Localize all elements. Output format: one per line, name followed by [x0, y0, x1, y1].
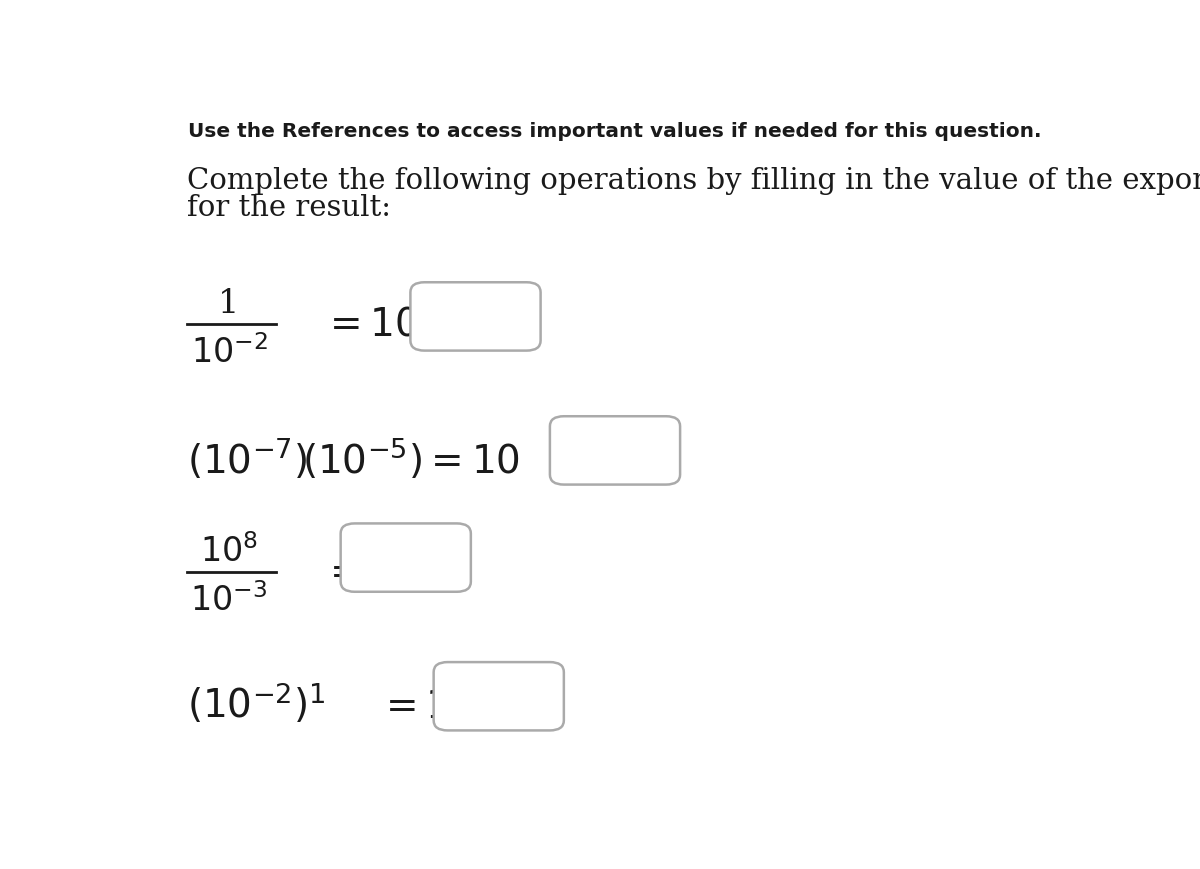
FancyBboxPatch shape: [410, 283, 540, 351]
FancyBboxPatch shape: [433, 662, 564, 731]
Text: $\left(10^{-2}\right)^{1}$: $\left(10^{-2}\right)^{1}$: [187, 680, 325, 726]
Text: $10^{-2}$: $10^{-2}$: [191, 335, 268, 369]
Text: Complete the following operations by filling in the value of the exponent: Complete the following operations by fil…: [187, 167, 1200, 196]
Text: $= 10$: $= 10$: [322, 554, 419, 591]
FancyBboxPatch shape: [550, 417, 680, 485]
Text: $10^{8}$: $10^{8}$: [200, 534, 258, 568]
Text: $10^{-3}$: $10^{-3}$: [191, 582, 268, 617]
FancyBboxPatch shape: [341, 524, 470, 592]
Text: for the result:: for the result:: [187, 194, 391, 222]
Text: Use the References to access important values if needed for this question.: Use the References to access important v…: [188, 122, 1042, 141]
Text: $= 10$: $= 10$: [322, 307, 419, 343]
Text: 1: 1: [218, 288, 240, 320]
Text: $\left(10^{-7}\right)\!\left(10^{-5}\right) = 10$: $\left(10^{-7}\right)\!\left(10^{-5}\rig…: [187, 437, 520, 481]
Text: $= 10$: $= 10$: [378, 688, 474, 725]
